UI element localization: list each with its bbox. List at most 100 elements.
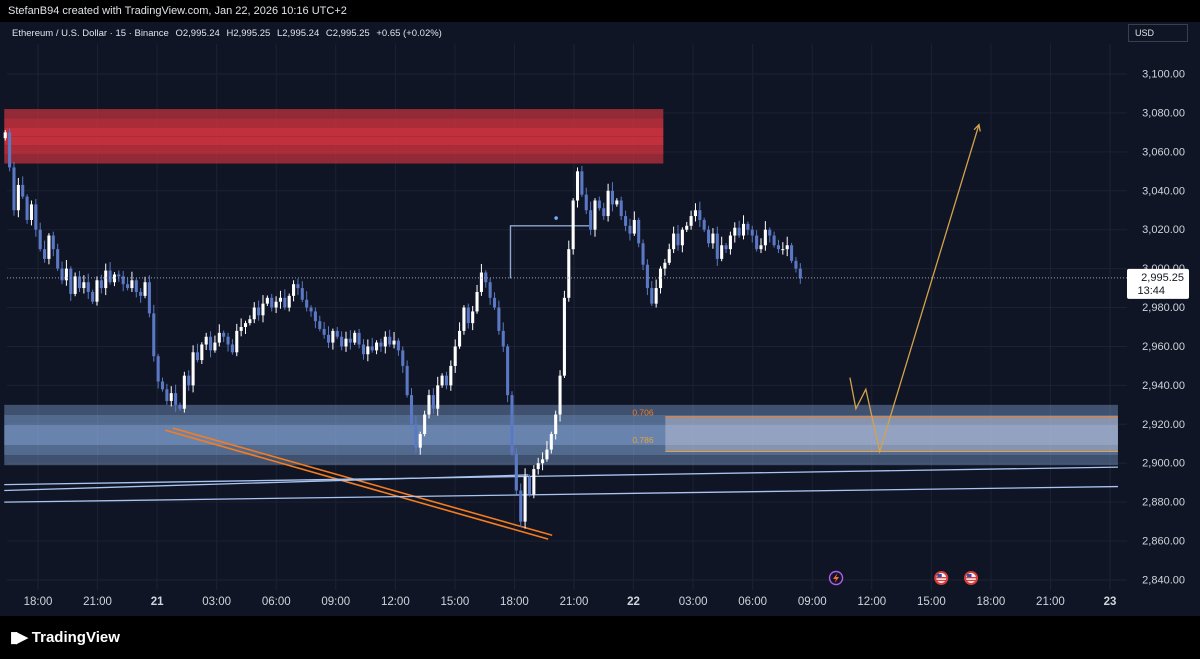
- candle-body: [746, 223, 750, 230]
- candle-body: [558, 375, 562, 415]
- candle-body: [497, 307, 501, 331]
- candle-body: [436, 385, 440, 409]
- candle-body: [104, 270, 108, 289]
- time-tick-label: 21:00: [560, 596, 589, 608]
- time-tick-label: 21:00: [1036, 596, 1065, 608]
- tradingview-logo[interactable]: ▮▶ TradingView: [10, 628, 120, 647]
- candle-body: [584, 194, 588, 211]
- candle-body: [82, 282, 86, 289]
- time-tick-label: 09:00: [321, 596, 350, 608]
- candle-body: [178, 404, 182, 409]
- candle-body: [388, 336, 392, 345]
- fib-label: 0.706: [632, 408, 654, 418]
- candle-body: [597, 200, 601, 209]
- candle-body: [230, 344, 234, 353]
- candle-body: [64, 268, 68, 281]
- price-tick-label: 2,920.00: [1142, 419, 1185, 431]
- us-flag-icon-2[interactable]: [964, 571, 979, 585]
- candle-body: [427, 395, 431, 415]
- time-tick-label: 21: [151, 596, 164, 608]
- candle-body: [278, 297, 282, 302]
- candle-body: [650, 288, 654, 304]
- candle-body: [47, 235, 51, 259]
- projection-arrowhead: [973, 123, 981, 132]
- candle-body: [239, 327, 243, 331]
- us-flag-icon-1[interactable]: [934, 571, 949, 585]
- candle-body: [554, 414, 558, 435]
- candle-body: [34, 204, 38, 230]
- lightning-icon[interactable]: [828, 570, 844, 586]
- candle-body: [541, 459, 545, 464]
- candles-layer: [3, 128, 802, 529]
- candle-body: [396, 340, 400, 351]
- candle-body: [152, 313, 156, 357]
- candle-body: [261, 303, 265, 316]
- candle-body: [707, 229, 711, 244]
- zones-layer: 0.706 0.786: [4, 44, 1127, 590]
- candle-body: [235, 330, 239, 353]
- candle-body: [580, 171, 584, 195]
- price-tick-label: 2,960.00: [1142, 341, 1185, 353]
- time-tick-label: 23: [1104, 596, 1117, 608]
- price-tick-label: 3,040.00: [1142, 185, 1185, 197]
- candle-body: [724, 245, 728, 250]
- candle-body: [143, 282, 147, 296]
- price-tick-label: 2,940.00: [1142, 380, 1185, 392]
- overlay-layer: [7, 123, 1127, 586]
- demand-zone-band: [4, 455, 1118, 466]
- candle-body: [292, 284, 296, 296]
- flag-canton: [967, 574, 972, 577]
- time-tick-label: 12:00: [381, 596, 410, 608]
- candle-body: [484, 272, 488, 283]
- candle-body: [532, 469, 536, 495]
- supply-zone-band: [4, 136, 664, 146]
- candle-body: [226, 336, 230, 345]
- candle-body: [174, 393, 178, 405]
- candle-body: [375, 342, 379, 351]
- candle-body: [440, 375, 444, 386]
- brand-label: TradingView: [31, 628, 120, 646]
- candle-body: [728, 235, 732, 250]
- orange-trendline-1: [164, 429, 549, 540]
- candle-body: [353, 332, 357, 343]
- candle-body: [624, 216, 628, 226]
- candle-body: [693, 210, 698, 217]
- last-price-badge: [1127, 268, 1189, 299]
- change-value: +0.65 (+0.02%): [376, 28, 442, 39]
- candle-body: [217, 332, 221, 343]
- price-tick-label: 2,980.00: [1142, 302, 1185, 314]
- candle-body: [156, 356, 160, 382]
- candle-body: [287, 295, 291, 308]
- time-tick-label: 15:00: [440, 596, 469, 608]
- candle-body: [698, 210, 702, 220]
- candle-body: [768, 229, 772, 236]
- time-tick-label: 03:00: [679, 596, 708, 608]
- candle-body: [265, 297, 269, 304]
- candle-body: [77, 276, 82, 289]
- price-chart[interactable]: 0.706 0.786 3,100.00 3,080.00 3,060.00 3,040…: [0, 0, 1200, 616]
- candle-body: [680, 229, 684, 246]
- candle-body: [602, 208, 606, 217]
- time-tick-label: 18:00: [24, 596, 53, 608]
- candle-body: [38, 229, 42, 250]
- candle-body: [536, 463, 540, 470]
- candle-body: [527, 476, 532, 495]
- candle-body: [73, 276, 77, 294]
- last-price-label: 2,995.25: [1141, 272, 1184, 284]
- candle-body: [637, 219, 641, 244]
- time-tick-label: 03:00: [202, 596, 231, 608]
- candle-body: [147, 282, 151, 314]
- currency-selector[interactable]: USD: [1128, 24, 1188, 42]
- time-tick-label: 15:00: [917, 596, 946, 608]
- candle-body: [25, 196, 29, 220]
- candle-body: [685, 225, 689, 230]
- channel-line-3: [4, 474, 529, 492]
- footer-bar: ▮▶ TradingView: [0, 616, 1200, 659]
- candle-body: [252, 307, 256, 320]
- countdown-label: 13:44: [1137, 285, 1165, 297]
- candle-body: [344, 338, 348, 347]
- candle-body: [444, 375, 449, 386]
- candle-body: [466, 307, 470, 324]
- candle-body: [392, 340, 396, 345]
- attribution-text: StefanB94 created with TradingView.com, …: [8, 5, 347, 17]
